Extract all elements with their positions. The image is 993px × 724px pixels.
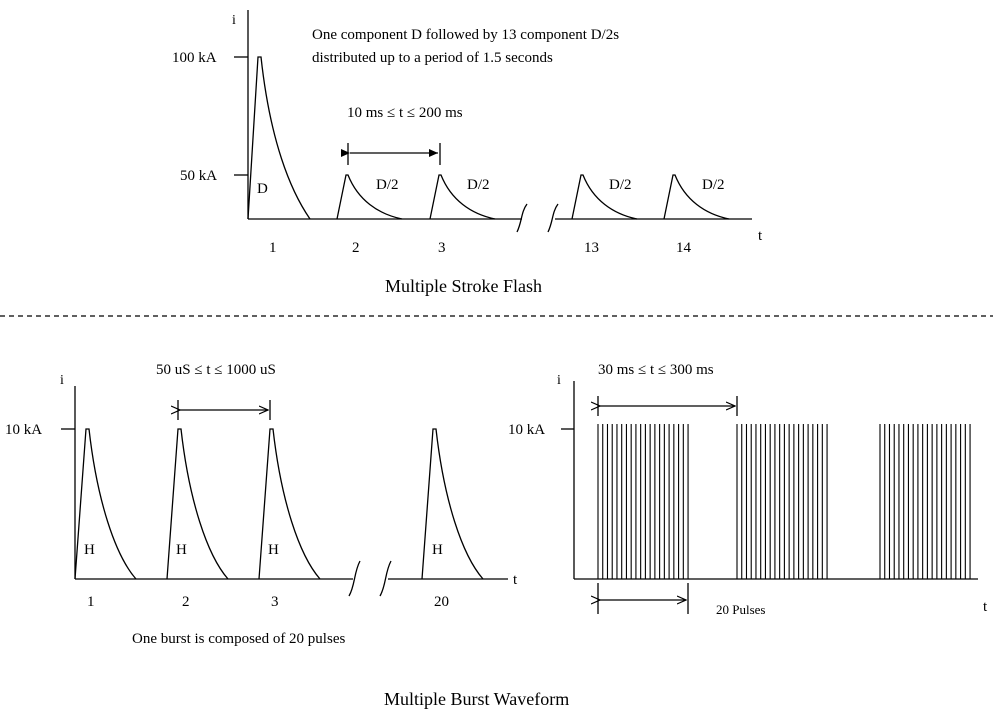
bottom-caption: Multiple Burst Waveform — [384, 689, 569, 709]
top-description-line1: One component D followed by 13 component… — [312, 27, 619, 43]
top-tick-label-2: 2 — [352, 240, 360, 256]
top-pulse-d2-3 — [571, 174, 638, 220]
burst-train-3 — [879, 424, 971, 579]
bl-pulse-label-4: H — [432, 542, 443, 558]
burst-train-panel: i t 10 kA 30 ms ≤ t ≤ 300 ms 20 Pulses — [508, 362, 988, 617]
top-pulse-d2-1 — [336, 174, 403, 220]
br-x-axis-label: t — [983, 599, 988, 615]
top-tick-label-4: 13 — [584, 240, 599, 256]
top-pulse-label-4: D/2 — [702, 177, 725, 193]
bl-tick-label-2: 2 — [182, 594, 190, 610]
br-level: 10 kA — [508, 422, 545, 438]
top-tick-label-1: 1 — [269, 240, 277, 256]
top-pulse-label-1: D/2 — [376, 177, 399, 193]
bl-pulse-h-4 — [421, 428, 484, 580]
top-y-axis-label: i — [232, 13, 236, 28]
bl-note: One burst is composed of 20 pulses — [132, 631, 345, 647]
br-interval-label: 30 ms ≤ t ≤ 300 ms — [598, 362, 714, 378]
bl-tick-label-1: 1 — [87, 594, 95, 610]
top-pulse-label-2: D/2 — [467, 177, 490, 193]
br-y-axis-label: i — [557, 373, 561, 388]
burst-train-1 — [597, 424, 689, 579]
top-x-axis-label: t — [758, 228, 763, 244]
top-pulse-d-label: D — [257, 181, 268, 197]
bl-pulse-h-1 — [74, 428, 137, 580]
bl-tick-label-3: 3 — [271, 594, 279, 610]
bl-pulse-label-2: H — [176, 542, 187, 558]
bl-pulse-h-2 — [166, 428, 229, 580]
bl-axis-break-left — [348, 560, 361, 597]
bl-axis-break-right — [379, 560, 392, 597]
top-level-low: 50 kA — [180, 168, 217, 184]
top-level-high: 100 kA — [172, 50, 217, 66]
bl-pulse-label-3: H — [268, 542, 279, 558]
bl-interval-label: 50 uS ≤ t ≤ 1000 uS — [156, 362, 276, 378]
top-pulse-label-3: D/2 — [609, 177, 632, 193]
top-axis-break-right — [547, 203, 559, 233]
top-tick-label-5: 14 — [676, 240, 692, 256]
bl-x-axis-label: t — [513, 572, 518, 588]
bl-tick-label-4: 20 — [434, 594, 449, 610]
top-pulse-d — [247, 56, 311, 220]
bl-pulse-label-1: H — [84, 542, 95, 558]
multiple-stroke-flash-panel: i t 100 kA 50 kA One component D followe… — [172, 10, 763, 296]
bl-level: 10 kA — [5, 422, 42, 438]
top-axis-break-left — [516, 203, 528, 233]
top-pulse-d2-2 — [429, 174, 496, 220]
burst-pulse-panel: i t 10 kA 50 uS ≤ t ≤ 1000 uS H H H H 1 … — [5, 362, 518, 647]
top-pulse-d2-4 — [663, 174, 730, 220]
burst-train-2 — [736, 424, 828, 579]
top-interval-label: 10 ms ≤ t ≤ 200 ms — [347, 105, 463, 121]
top-description-line2: distributed up to a period of 1.5 second… — [312, 50, 553, 66]
bl-pulse-h-3 — [258, 428, 321, 580]
bl-y-axis-label: i — [60, 373, 64, 388]
top-caption: Multiple Stroke Flash — [385, 276, 542, 296]
top-tick-label-3: 3 — [438, 240, 446, 256]
br-pulses-label: 20 Pulses — [716, 602, 765, 617]
